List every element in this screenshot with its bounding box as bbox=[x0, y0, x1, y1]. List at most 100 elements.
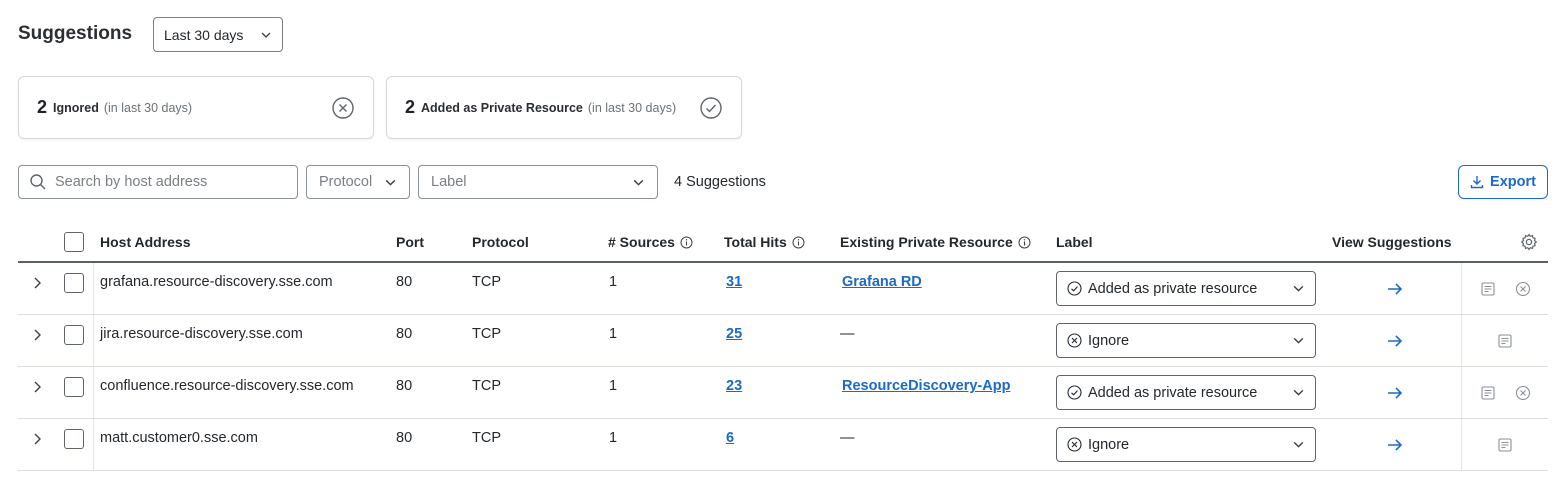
label-select[interactable]: Added as private resource bbox=[1056, 271, 1316, 306]
col-total-hits-label: Total Hits bbox=[724, 234, 787, 250]
suggestions-table: Host Address Port Protocol # Sources Tot… bbox=[18, 222, 1548, 471]
col-label[interactable]: Label bbox=[1056, 234, 1093, 250]
col-total-hits[interactable]: Total Hits bbox=[724, 234, 805, 250]
table-row: grafana.resource-discovery.sse.com 80 TC… bbox=[18, 263, 1548, 315]
notes-icon[interactable] bbox=[1480, 385, 1496, 401]
select-all-checkbox[interactable] bbox=[64, 232, 84, 252]
circle-x-icon bbox=[1067, 333, 1082, 348]
circle-x-icon[interactable] bbox=[1515, 385, 1531, 401]
port: 80 bbox=[396, 326, 413, 342]
port: 80 bbox=[396, 274, 413, 290]
col-view-suggestions: View Suggestions bbox=[1332, 234, 1452, 250]
protocol-filter-placeholder: Protocol bbox=[319, 174, 373, 190]
row-checkbox[interactable] bbox=[64, 325, 84, 345]
label-select[interactable]: Ignore bbox=[1056, 323, 1316, 358]
existing-resource-empty: — bbox=[840, 430, 855, 446]
date-range-dropdown[interactable]: Last 30 days bbox=[153, 17, 283, 52]
ignored-label: Ignored bbox=[53, 100, 99, 115]
label-select[interactable]: Added as private resource bbox=[1056, 375, 1316, 410]
table-row: matt.customer0.sse.com 80 TCP 1 6 — Igno… bbox=[18, 419, 1548, 471]
existing-resource-link[interactable]: Grafana RD bbox=[842, 274, 922, 290]
column-divider bbox=[93, 263, 94, 471]
chevron-right-icon[interactable] bbox=[30, 276, 44, 290]
row-checkbox[interactable] bbox=[64, 273, 84, 293]
chevron-down-icon bbox=[1293, 441, 1304, 448]
arrow-right-icon[interactable] bbox=[1386, 281, 1404, 297]
table-row: jira.resource-discovery.sse.com 80 TCP 1… bbox=[18, 315, 1548, 367]
label-select-value: Added as private resource bbox=[1088, 384, 1258, 401]
info-icon bbox=[680, 236, 693, 248]
column-divider bbox=[1461, 263, 1462, 471]
port: 80 bbox=[396, 430, 413, 446]
label-filter-placeholder: Label bbox=[431, 174, 467, 190]
total-hits-link[interactable]: 23 bbox=[726, 378, 743, 394]
port: 80 bbox=[396, 378, 413, 394]
info-icon bbox=[792, 236, 805, 248]
added-summary-card[interactable]: 2 Added as Private Resource (in last 30 … bbox=[386, 76, 742, 139]
download-icon bbox=[1470, 176, 1484, 189]
added-label: Added as Private Resource bbox=[421, 100, 583, 115]
host-address: grafana.resource-discovery.sse.com bbox=[100, 274, 333, 290]
chevron-down-icon bbox=[1293, 285, 1304, 292]
gear-icon[interactable] bbox=[1520, 233, 1538, 251]
chevron-right-icon[interactable] bbox=[30, 328, 44, 342]
row-checkbox[interactable] bbox=[64, 377, 84, 397]
sources: 1 bbox=[609, 274, 618, 290]
added-count: 2 bbox=[405, 97, 416, 117]
chevron-down-icon bbox=[1293, 337, 1304, 344]
notes-icon[interactable] bbox=[1497, 437, 1513, 453]
col-port[interactable]: Port bbox=[396, 234, 424, 250]
protocol: TCP bbox=[472, 430, 501, 446]
label-filter-dropdown[interactable]: Label bbox=[418, 165, 658, 199]
sources: 1 bbox=[609, 378, 618, 394]
arrow-right-icon[interactable] bbox=[1386, 385, 1404, 401]
notes-icon[interactable] bbox=[1480, 281, 1496, 297]
ignored-summary-card[interactable]: 2 Ignored (in last 30 days) bbox=[18, 76, 374, 139]
existing-resource-link[interactable]: ResourceDiscovery-App bbox=[842, 378, 1011, 394]
host-address: confluence.resource-discovery.sse.com bbox=[100, 378, 354, 394]
total-hits-link[interactable]: 25 bbox=[726, 326, 743, 342]
circle-x-icon bbox=[332, 96, 354, 119]
circle-check-icon bbox=[700, 96, 722, 119]
protocol-filter-dropdown[interactable]: Protocol bbox=[306, 165, 410, 199]
col-host-address[interactable]: Host Address bbox=[100, 234, 191, 250]
ignored-period: (in last 30 days) bbox=[103, 100, 193, 115]
ignored-count: 2 bbox=[37, 97, 48, 117]
added-period: (in last 30 days) bbox=[587, 100, 677, 115]
col-sources[interactable]: # Sources bbox=[608, 234, 693, 250]
sources: 1 bbox=[609, 326, 618, 342]
label-select-value: Added as private resource bbox=[1088, 280, 1258, 297]
page-title: Suggestions bbox=[18, 23, 133, 44]
export-button[interactable]: Export bbox=[1458, 165, 1548, 199]
host-address: matt.customer0.sse.com bbox=[100, 430, 258, 446]
col-protocol[interactable]: Protocol bbox=[472, 234, 529, 250]
export-label: Export bbox=[1490, 174, 1536, 190]
chevron-down-icon bbox=[261, 32, 271, 38]
chevron-right-icon[interactable] bbox=[30, 432, 44, 446]
label-select[interactable]: Ignore bbox=[1056, 427, 1316, 462]
host-address: jira.resource-discovery.sse.com bbox=[100, 326, 303, 342]
col-existing-resource[interactable]: Existing Private Resource bbox=[840, 234, 1031, 250]
chevron-down-icon bbox=[1293, 389, 1304, 396]
chevron-down-icon bbox=[385, 179, 396, 186]
arrow-right-icon[interactable] bbox=[1386, 437, 1404, 453]
chevron-right-icon[interactable] bbox=[30, 380, 44, 394]
col-existing-resource-label: Existing Private Resource bbox=[840, 234, 1013, 250]
circle-x-icon[interactable] bbox=[1515, 281, 1531, 297]
protocol: TCP bbox=[472, 326, 501, 342]
col-sources-label: # Sources bbox=[608, 234, 675, 250]
result-count: 4 Suggestions bbox=[674, 174, 766, 190]
total-hits-link[interactable]: 6 bbox=[726, 430, 735, 446]
chevron-down-icon bbox=[633, 179, 644, 186]
protocol: TCP bbox=[472, 274, 501, 290]
search-field[interactable] bbox=[18, 165, 298, 199]
table-row: confluence.resource-discovery.sse.com 80… bbox=[18, 367, 1548, 419]
search-input[interactable] bbox=[55, 174, 275, 190]
search-icon bbox=[30, 174, 46, 190]
arrow-right-icon[interactable] bbox=[1386, 333, 1404, 349]
label-select-value: Ignore bbox=[1088, 332, 1130, 349]
notes-icon[interactable] bbox=[1497, 333, 1513, 349]
total-hits-link[interactable]: 31 bbox=[726, 274, 743, 290]
row-checkbox[interactable] bbox=[64, 429, 84, 449]
circle-check-icon bbox=[1067, 281, 1082, 296]
